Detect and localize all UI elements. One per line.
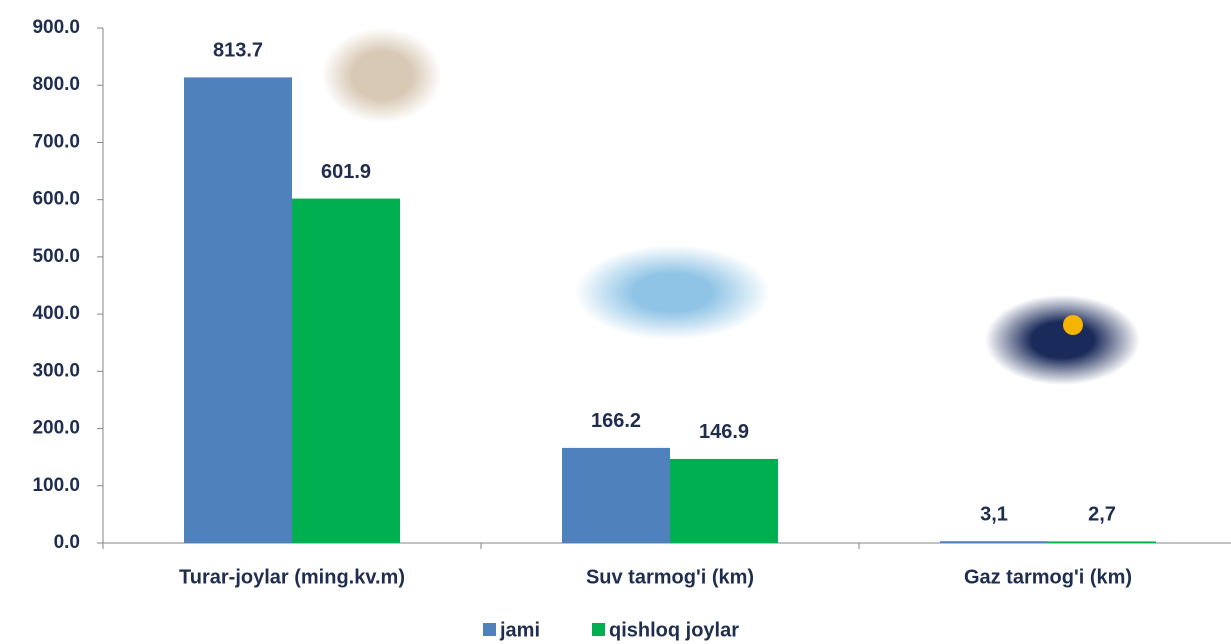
bar [292,198,400,543]
bar [670,458,778,543]
bar [184,77,292,543]
y-tick-label: 900.0 [32,17,80,38]
bar [562,447,670,543]
data-label: 3,1 [980,504,1008,526]
y-tick-label: 700.0 [32,131,80,152]
y-tick-label: 200.0 [32,418,80,439]
bar [940,541,1048,543]
bar [1048,541,1156,543]
data-label: 601.9 [321,161,371,183]
x-tick-label: Suv tarmog'i (km) [586,566,754,588]
y-tick-label: 800.0 [32,74,80,95]
y-tick-label: 600.0 [32,189,80,210]
legend-label: qishloq joylar [609,619,739,641]
data-label: 2,7 [1088,504,1116,526]
legend-swatch [483,623,496,636]
data-label: 813.7 [213,40,263,62]
house-picture [322,28,442,123]
flame [1063,315,1083,335]
y-tick-label: 500.0 [32,246,80,267]
gas-picture [985,295,1140,385]
legend-swatch [592,623,605,636]
data-label: 146.9 [699,421,749,443]
y-tick-label: 0.0 [54,532,80,553]
y-tick-label: 100.0 [32,475,80,496]
x-tick-label: Turar-joylar (ming.kv.m) [179,566,405,588]
y-tick-label: 400.0 [32,303,80,324]
water-picture [575,245,770,340]
legend-label: jami [499,619,540,641]
x-tick-label: Gaz tarmog'i (km) [964,566,1132,588]
y-tick-label: 300.0 [32,360,80,381]
data-label: 166.2 [591,410,641,432]
